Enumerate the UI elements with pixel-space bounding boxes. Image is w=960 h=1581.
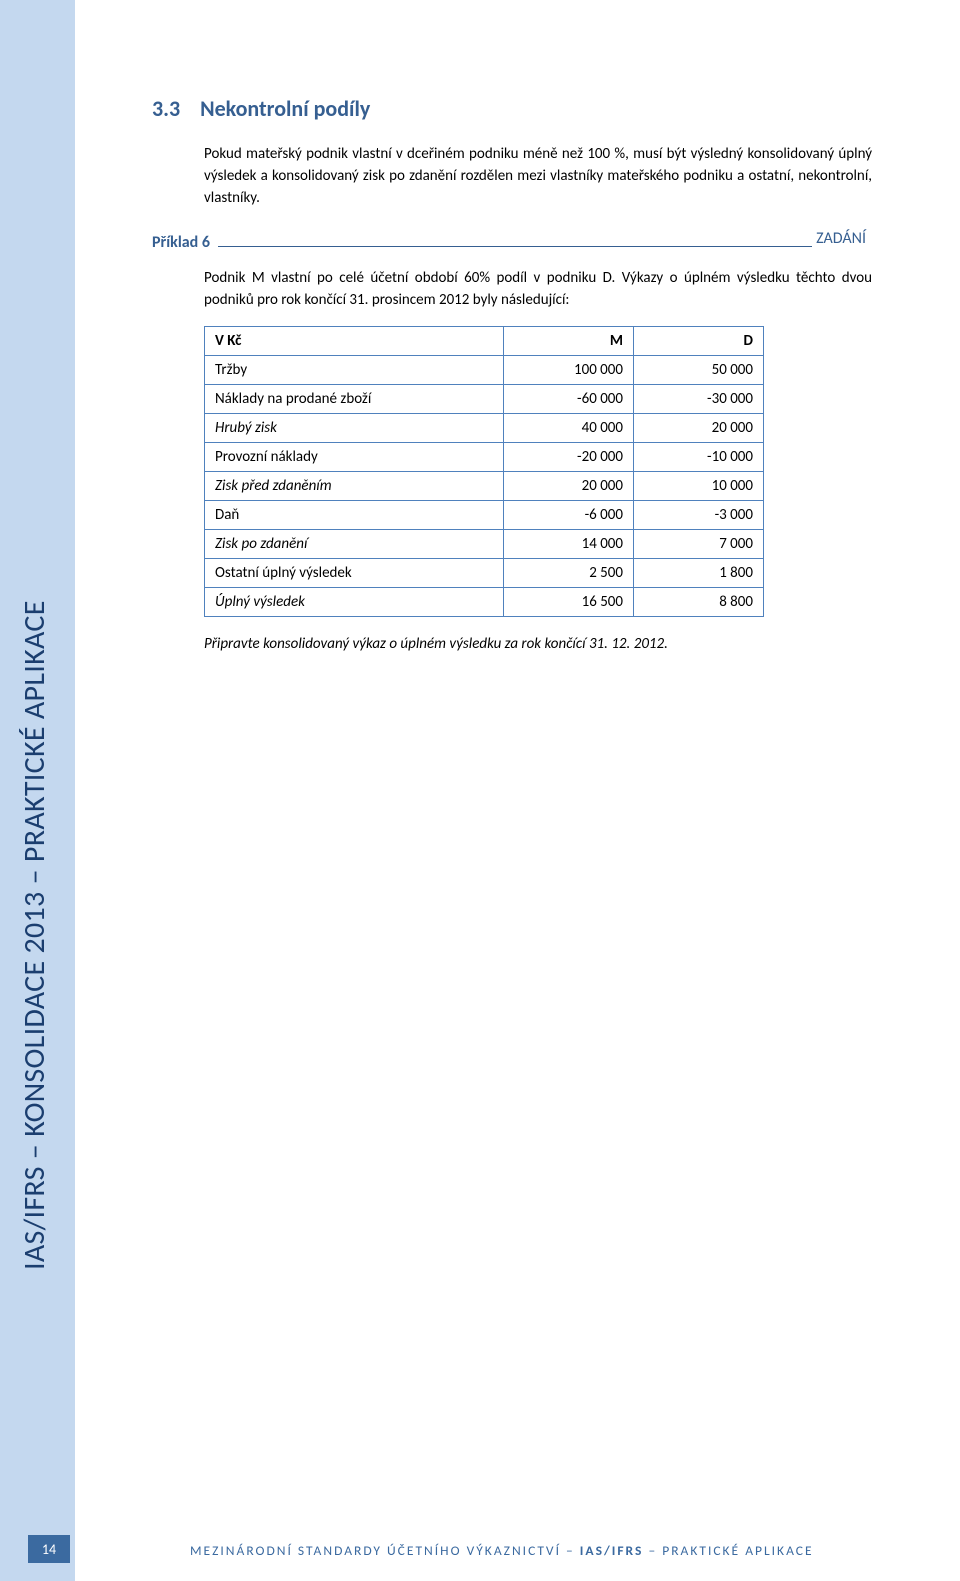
- footer: 14 MEZINÁRODNÍ STANDARDY ÚČETNÍHO VÝKAZN…: [0, 1527, 960, 1581]
- example-label: Příklad 6: [152, 233, 210, 252]
- table-row: Daň-6 000-3 000: [205, 500, 764, 529]
- row-label: Provozní náklady: [205, 442, 504, 471]
- table-row: Hrubý zisk40 00020 000: [205, 413, 764, 442]
- row-label: Zisk po zdanění: [205, 529, 504, 558]
- row-value-m: -60 000: [504, 384, 634, 413]
- col-header-m: M: [504, 326, 634, 355]
- footer-text: MEZINÁRODNÍ STANDARDY ÚČETNÍHO VÝKAZNICT…: [190, 1542, 814, 1559]
- row-value-d: 8 800: [634, 587, 764, 616]
- sidebar-vertical-label: IAS/IFRS – KONSOLIDACE 2013 – PRAKTICKÉ …: [16, 600, 53, 1270]
- table-row: Provozní náklady-20 000-10 000: [205, 442, 764, 471]
- table-row: Tržby100 00050 000: [205, 355, 764, 384]
- row-value-m: 14 000: [504, 529, 634, 558]
- row-label: Ostatní úplný výsledek: [205, 558, 504, 587]
- example-rule: ZADÁNÍ: [218, 227, 870, 247]
- col-header-d: D: [634, 326, 764, 355]
- section-heading: 3.3 Nekontrolní podíly: [152, 95, 872, 122]
- table-header-row: V Kč M D: [205, 326, 764, 355]
- section-title: Nekontrolní podíly: [200, 95, 370, 122]
- sidebar: IAS/IFRS – KONSOLIDACE 2013 – PRAKTICKÉ …: [0, 0, 75, 1581]
- row-value-m: 20 000: [504, 471, 634, 500]
- task-instruction: Připravte konsolidovaný výkaz o úplném v…: [204, 635, 872, 653]
- row-label: Daň: [205, 500, 504, 529]
- row-value-d: -10 000: [634, 442, 764, 471]
- section-number: 3.3: [152, 95, 180, 122]
- row-value-m: 2 500: [504, 558, 634, 587]
- row-label: Tržby: [205, 355, 504, 384]
- table-row: Úplný výsledek16 5008 800: [205, 587, 764, 616]
- footer-prefix: MEZINÁRODNÍ STANDARDY ÚČETNÍHO VÝKAZNICT…: [190, 1542, 580, 1559]
- page-number-box: 14: [28, 1535, 70, 1563]
- row-label: Úplný výsledek: [205, 587, 504, 616]
- row-value-d: -3 000: [634, 500, 764, 529]
- content-area: 3.3 Nekontrolní podíly Pokud mateřský po…: [152, 95, 872, 653]
- row-label: Náklady na prodané zboží: [205, 384, 504, 413]
- row-label: Hrubý zisk: [205, 413, 504, 442]
- row-value-d: 20 000: [634, 413, 764, 442]
- row-value-m: -6 000: [504, 500, 634, 529]
- row-value-m: 40 000: [504, 413, 634, 442]
- page-number: 14: [42, 1541, 56, 1558]
- intro-block: Pokud mateřský podnik vlastní v dceřiném…: [204, 144, 872, 209]
- intro-paragraph: Pokud mateřský podnik vlastní v dceřiném…: [204, 144, 872, 209]
- row-value-d: -30 000: [634, 384, 764, 413]
- row-value-d: 10 000: [634, 471, 764, 500]
- row-label: Zisk před zdaněním: [205, 471, 504, 500]
- table-row: Náklady na prodané zboží-60 000-30 000: [205, 384, 764, 413]
- row-value-m: -20 000: [504, 442, 634, 471]
- footer-bold: IAS/IFRS: [580, 1542, 644, 1559]
- table-row: Zisk po zdanění14 0007 000: [205, 529, 764, 558]
- row-value-d: 7 000: [634, 529, 764, 558]
- example-body-block: Podnik M vlastní po celé účetní období 6…: [204, 268, 872, 653]
- row-value-m: 100 000: [504, 355, 634, 384]
- table-row: Zisk před zdaněním20 00010 000: [205, 471, 764, 500]
- data-table: V Kč M D Tržby100 00050 000Náklady na pr…: [204, 326, 764, 617]
- table-row: Ostatní úplný výsledek2 5001 800: [205, 558, 764, 587]
- example-header: Příklad 6 ZADÁNÍ: [152, 227, 872, 252]
- footer-suffix: – PRAKTICKÉ APLIKACE: [643, 1542, 813, 1559]
- row-value-d: 50 000: [634, 355, 764, 384]
- example-body: Podnik M vlastní po celé účetní období 6…: [204, 268, 872, 312]
- row-value-m: 16 500: [504, 587, 634, 616]
- col-header-label: V Kč: [205, 326, 504, 355]
- row-value-d: 1 800: [634, 558, 764, 587]
- example-zadani: ZADÁNÍ: [812, 229, 870, 248]
- page: IAS/IFRS – KONSOLIDACE 2013 – PRAKTICKÉ …: [0, 0, 960, 1581]
